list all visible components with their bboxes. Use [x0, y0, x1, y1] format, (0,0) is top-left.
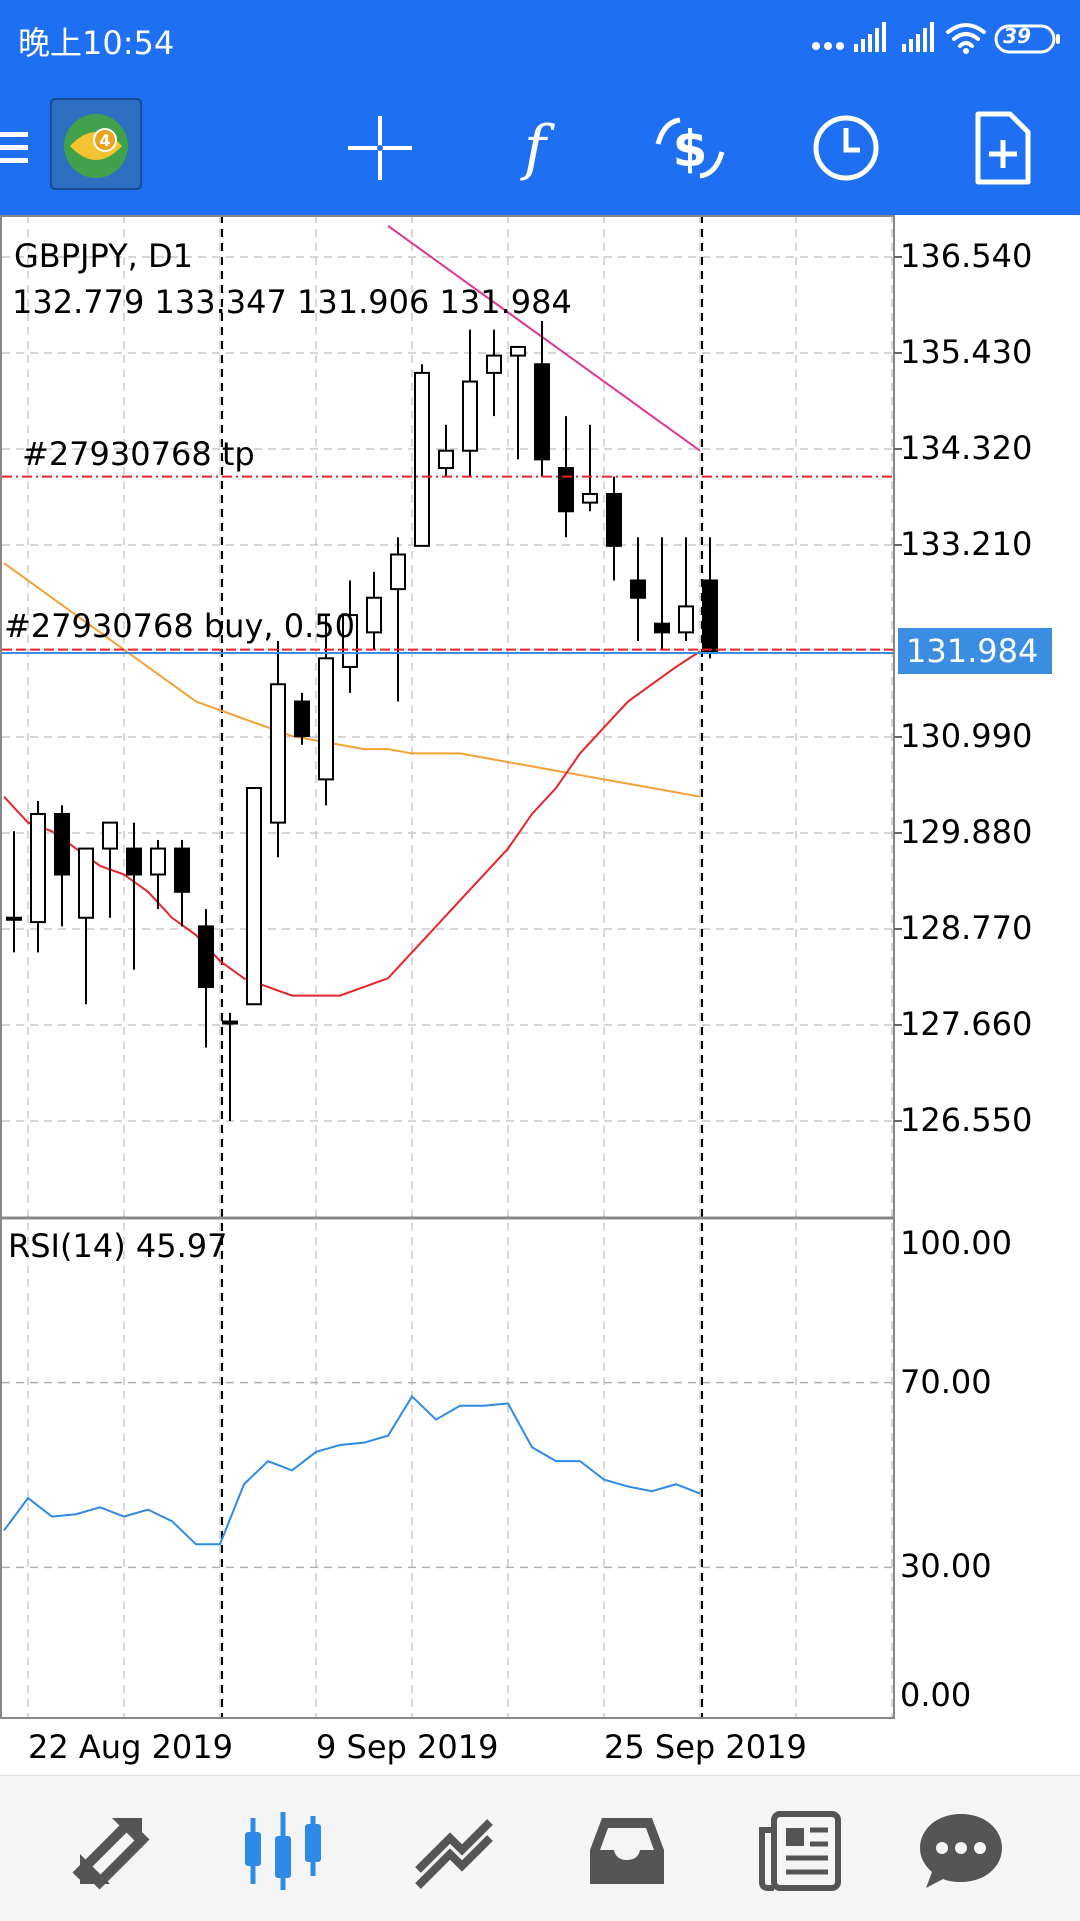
candle-bull	[678, 605, 694, 634]
signal-dots-icon	[812, 42, 844, 50]
rsi-tick-label: 30.00	[900, 1547, 992, 1586]
chat-bubble-icon[interactable]	[916, 1806, 1006, 1896]
current-price-tag: 131.984	[898, 628, 1052, 674]
date-tick-label: 25 Sep 2019	[604, 1728, 807, 1766]
candle-bear	[702, 579, 718, 653]
price-tick-label: 134.320	[900, 429, 1033, 467]
candle-bear	[558, 467, 574, 513]
candle-bull	[222, 1020, 238, 1025]
candle-bear	[654, 622, 670, 634]
clock-icon[interactable]	[806, 108, 886, 188]
plot-border	[0, 215, 895, 1719]
newspaper-icon[interactable]	[756, 1806, 846, 1896]
date-tick-label: 22 Aug 2019	[28, 1728, 233, 1766]
price-tick-label: 130.990	[900, 717, 1033, 755]
rsi-line	[3, 1394, 701, 1546]
svg-text:4: 4	[99, 131, 110, 150]
rsi-tick-label: 70.00	[900, 1362, 992, 1401]
dollar-refresh-icon[interactable]: $	[650, 108, 730, 188]
tp-label: #27930768 tp	[22, 435, 255, 473]
price-tick-label: 136.540	[900, 237, 1033, 275]
candle-bull	[78, 847, 94, 919]
candle-bear	[126, 847, 142, 876]
candle-bull	[582, 492, 598, 504]
moving-averages	[3, 225, 701, 997]
buy-label: #27930768 buy, 0.50	[4, 607, 355, 645]
top-toolbar: 4 f $	[0, 80, 1080, 215]
candle-bear	[174, 847, 190, 893]
price-chart[interactable]	[0, 215, 1080, 1775]
candle-bull	[438, 449, 454, 470]
ma-slow-line	[387, 225, 701, 452]
symbol-label: GBPJPY, D1	[14, 237, 193, 275]
price-tick-label: 127.660	[900, 1005, 1033, 1043]
crosshair-icon[interactable]	[340, 108, 420, 188]
bottom-navigation	[0, 1775, 1080, 1921]
status-icons	[812, 22, 1060, 54]
candle-bear	[294, 700, 310, 738]
candle-bull	[366, 596, 382, 634]
price-tick-label: 126.550	[900, 1101, 1033, 1139]
order-levels	[2, 475, 894, 655]
date-tick-label: 9 Sep 2019	[316, 1728, 499, 1766]
ma-mid-line	[3, 562, 701, 798]
rsi-tick-label: 0.00	[900, 1676, 972, 1714]
hamburger-icon[interactable]	[0, 108, 30, 188]
candles-icon[interactable]	[238, 1806, 328, 1896]
chart-frame	[0, 215, 902, 1719]
candle-bear	[54, 812, 70, 876]
battery-icon	[994, 24, 1060, 54]
candle-bull	[150, 847, 166, 876]
candles	[6, 321, 718, 1121]
candle-bull	[390, 553, 406, 591]
candle-bull	[102, 821, 118, 850]
mt4-logo[interactable]: 4	[50, 98, 142, 190]
grid-lines	[2, 215, 894, 1718]
status-time: 晚上10:54	[18, 24, 175, 62]
rsi-tick-label: 100.00	[900, 1224, 1012, 1262]
candle-bear	[198, 925, 214, 988]
price-tick-label: 135.430	[900, 333, 1033, 371]
price-tick-label: 133.210	[900, 525, 1033, 563]
rsi-plot	[3, 1394, 701, 1546]
function-icon[interactable]: f	[495, 108, 575, 188]
candle-bull	[30, 812, 46, 924]
rsi-label: RSI(14) 45.97	[8, 1227, 228, 1265]
candle-bear	[630, 579, 646, 599]
new-document-icon[interactable]	[962, 108, 1042, 188]
wifi-icon	[946, 23, 986, 48]
current-price-label: 131.984	[906, 632, 1039, 670]
candle-bull	[414, 371, 430, 547]
candle-bull	[6, 916, 22, 921]
battery-level: 39	[1003, 24, 1031, 48]
price-tick-label: 129.880	[900, 813, 1033, 851]
ma-fast-line	[3, 650, 701, 997]
cell-signal-icon	[854, 22, 934, 52]
candle-bull	[486, 354, 502, 374]
svg-text:$: $	[673, 120, 708, 178]
candle-bull	[510, 345, 526, 357]
candle-bull	[270, 683, 286, 824]
candle-bull	[246, 787, 262, 1006]
candle-bear	[606, 492, 622, 547]
candle-bull	[318, 657, 334, 781]
status-bar: 晚上10:54 39	[0, 0, 1080, 80]
candle-bull	[462, 380, 478, 452]
ohlc-label: 132.779 133.347 131.906 131.984	[12, 283, 572, 321]
quotes-arrows-icon[interactable]	[66, 1806, 156, 1896]
svg-text:f: f	[520, 113, 556, 183]
inbox-icon[interactable]	[582, 1806, 672, 1896]
trend-icon[interactable]	[410, 1806, 500, 1896]
price-tick-label: 128.770	[900, 909, 1033, 947]
chart-area[interactable]: GBPJPY, D1 132.779 133.347 131.906 131.9…	[0, 215, 1080, 1775]
candle-bear	[534, 363, 550, 461]
